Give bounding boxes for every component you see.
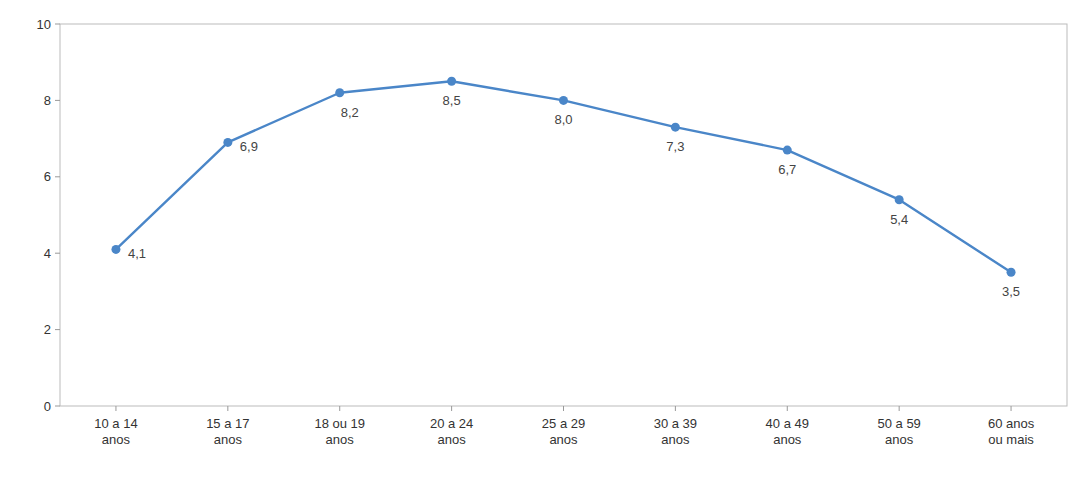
plot-frame — [60, 24, 1067, 406]
y-tick-label: 2 — [44, 322, 51, 337]
y-tick — [55, 100, 60, 101]
x-tick-label: 30 a 39anos — [654, 416, 697, 447]
x-tick — [563, 406, 564, 411]
y-axis: 0 2 4 6 8 10 — [37, 17, 60, 414]
x-tick-label: 10 a 14anos — [94, 416, 137, 447]
y-tick-label: 10 — [37, 17, 51, 32]
data-label: 8,2 — [341, 105, 359, 120]
x-tick-label: 20 a 24anos — [430, 416, 473, 447]
y-tick — [55, 406, 60, 407]
x-tick — [227, 406, 228, 411]
series — [111, 77, 1015, 277]
data-label: 8,0 — [554, 112, 572, 127]
x-tick — [115, 406, 116, 411]
line — [116, 81, 1011, 272]
marker — [895, 195, 904, 204]
marker — [559, 96, 568, 105]
x-tick — [787, 406, 788, 411]
marker — [335, 88, 344, 97]
marker — [111, 245, 120, 254]
y-tick — [55, 176, 60, 177]
y-tick-label: 4 — [44, 246, 51, 261]
y-tick — [55, 253, 60, 254]
y-tick-label: 8 — [44, 93, 51, 108]
x-tick-label: 60 anosou mais — [988, 416, 1035, 447]
x-tick — [899, 406, 900, 411]
x-axis: 10 a 14anos 15 a 17anos 18 ou 19anos 20 a 2… — [94, 406, 1034, 447]
data-label: 4,1 — [128, 246, 146, 261]
x-tick-label: 18 ou 19anos — [314, 416, 365, 447]
x-tick — [339, 406, 340, 411]
x-tick — [1011, 406, 1012, 411]
data-label: 3,5 — [1002, 284, 1020, 299]
x-tick-label: 15 a 17anos — [206, 416, 249, 447]
marker — [223, 138, 232, 147]
x-tick — [675, 406, 676, 411]
y-tick — [55, 24, 60, 25]
marker — [1007, 268, 1016, 277]
marker — [671, 123, 680, 132]
y-tick-label: 6 — [44, 169, 51, 184]
y-tick-label: 0 — [44, 399, 51, 414]
data-labels: 4,1 6,9 8,2 8,5 8,0 7,3 6,7 5,4 3,5 — [128, 93, 1020, 299]
x-tick — [451, 406, 452, 411]
data-label: 7,3 — [666, 139, 684, 154]
data-label: 6,7 — [778, 162, 796, 177]
chart: 0 2 4 6 8 10 10 a 14anos 15 a 17anos 18 ou 19ano… — [0, 0, 1089, 478]
marker — [783, 146, 792, 155]
chart-container: 0 2 4 6 8 10 10 a 14anos 15 a 17anos 18 ou 19ano… — [0, 0, 1089, 478]
x-tick-label: 25 a 29anos — [542, 416, 585, 447]
data-label: 6,9 — [240, 139, 258, 154]
marker — [447, 77, 456, 86]
y-tick — [55, 329, 60, 330]
data-label: 8,5 — [443, 93, 461, 108]
data-label: 5,4 — [890, 212, 908, 227]
x-tick-label: 50 a 59anos — [877, 416, 920, 447]
x-tick-label: 40 a 49anos — [766, 416, 809, 447]
